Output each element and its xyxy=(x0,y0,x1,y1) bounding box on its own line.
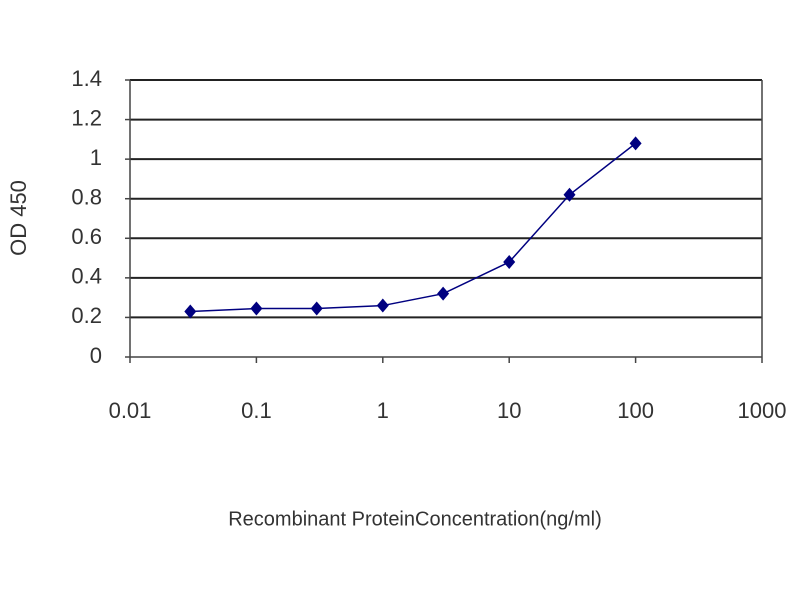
data-point xyxy=(250,301,263,316)
data-point xyxy=(563,187,576,202)
y-tick-label: 1.4 xyxy=(71,66,102,91)
data-point xyxy=(184,304,197,319)
x-tick-label: 100 xyxy=(617,398,654,423)
y-axis-label: OD 450 xyxy=(6,180,31,256)
x-axis-label: Recombinant ProteinConcentration(ng/ml) xyxy=(228,508,602,530)
data-point xyxy=(437,286,450,301)
y-tick-label: 0.2 xyxy=(71,303,102,328)
y-tick-label: 0 xyxy=(90,343,102,368)
y-tick-label: 0.8 xyxy=(71,185,102,210)
x-tick-label: 0.01 xyxy=(109,398,152,423)
y-tick-label: 0.6 xyxy=(71,224,102,249)
data-point xyxy=(376,298,389,313)
y-tick-label: 1 xyxy=(90,145,102,170)
data-point xyxy=(503,255,516,270)
x-tick-label: 1 xyxy=(377,398,389,423)
y-tick-label: 1.2 xyxy=(71,105,102,130)
y-tick-label: 0.4 xyxy=(71,264,102,289)
series-line xyxy=(190,142,637,313)
x-tick-label: 0.1 xyxy=(241,398,272,423)
x-tick-label: 1000 xyxy=(738,398,787,423)
x-tick-label: 10 xyxy=(497,398,521,423)
data-point xyxy=(310,301,323,316)
data-point xyxy=(629,136,642,151)
